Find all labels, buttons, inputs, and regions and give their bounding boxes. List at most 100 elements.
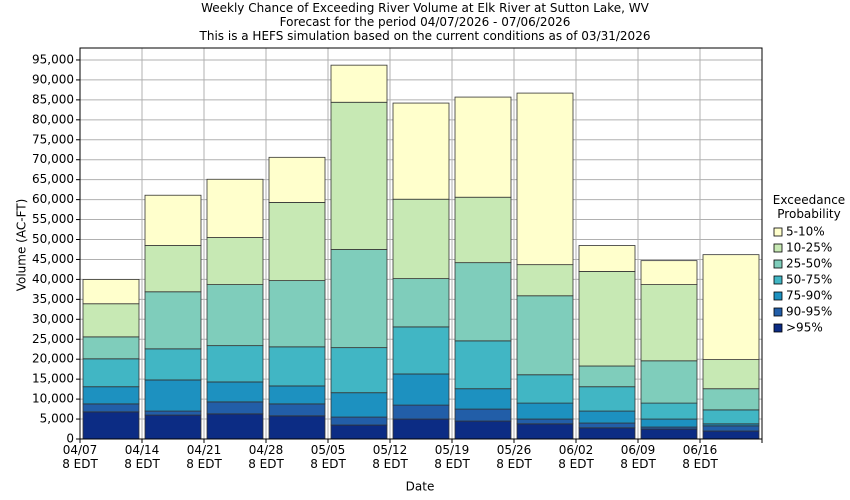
legend-label: 50-75% [786, 273, 832, 287]
plot-frame [79, 47, 763, 440]
x-tick-label: 04/07 8 EDT [62, 443, 98, 471]
bar-segment [144, 410, 202, 416]
x-axis-label: Date [406, 480, 435, 494]
bar-segment [578, 410, 636, 424]
bar-segment [144, 245, 202, 293]
bar-segment [454, 340, 512, 390]
bar-segment [640, 284, 698, 362]
x-tick-label: 05/26 8 EDT [496, 443, 532, 471]
bar-segment [640, 260, 698, 285]
bar-segment [454, 408, 512, 422]
bar-segment [206, 178, 264, 238]
legend-swatch [773, 227, 783, 237]
y-tick-label: 15,000 [32, 372, 74, 386]
bar-segment [392, 278, 450, 328]
y-tick-label: 10,000 [32, 392, 74, 406]
y-tick-label: 55,000 [32, 212, 74, 226]
x-tick-label: 04/21 8 EDT [186, 443, 222, 471]
bar-segment [206, 413, 264, 440]
bar-segment [454, 262, 512, 342]
x-tick-label: 05/12 8 EDT [372, 443, 408, 471]
bar-segment [392, 102, 450, 200]
bar-segment [392, 373, 450, 406]
legend-label: 75-90% [786, 289, 832, 303]
bar-segment [392, 198, 450, 280]
y-tick-label: 95,000 [32, 52, 74, 66]
bar-segment [392, 404, 450, 420]
x-tick-label: 06/16 8 EDT [682, 443, 718, 471]
bar-segment [516, 295, 574, 376]
legend-label: >95% [786, 321, 823, 335]
bar-segment [268, 415, 326, 440]
bar-segment [206, 381, 264, 403]
y-tick-label: 85,000 [32, 92, 74, 106]
bar-segment [330, 101, 388, 250]
bar-segment [578, 271, 636, 367]
legend-swatch [773, 291, 783, 301]
bar-segment [702, 409, 760, 425]
bar-segment [268, 385, 326, 405]
legend-title: Exceedance Probability [772, 193, 846, 221]
chart-subtitle: Forecast for the period 04/07/2026 - 07/… [279, 15, 571, 29]
bar-segment [516, 264, 574, 297]
x-tick-label: 04/28 8 EDT [248, 443, 284, 471]
y-tick-label: 35,000 [32, 292, 74, 306]
bar-segment [144, 414, 202, 440]
bar-segment [144, 194, 202, 246]
bar-segment [702, 430, 760, 440]
chart-title: Weekly Chance of Exceeding River Volume … [201, 1, 649, 15]
legend-swatch [773, 243, 783, 253]
bar-segment [144, 348, 202, 381]
bar-segment [82, 403, 140, 413]
bar-segment [144, 291, 202, 350]
bar-segment [268, 202, 326, 282]
x-tick-label: 06/09 8 EDT [620, 443, 656, 471]
y-tick-label: 0 [66, 432, 74, 446]
bar-segment [268, 346, 326, 387]
bar-segment [82, 358, 140, 388]
bar-segment [578, 386, 636, 412]
bar-segment [330, 416, 388, 426]
bar-segment [268, 156, 326, 203]
bar-segment [516, 374, 574, 404]
bar-segment [82, 411, 140, 440]
bar-segment [330, 392, 388, 418]
bar-segment [82, 303, 140, 338]
bar-segment [640, 418, 698, 428]
legend-swatch [773, 323, 783, 333]
y-tick-label: 40,000 [32, 272, 74, 286]
bar-segment [702, 425, 760, 432]
bar-segment [578, 245, 636, 272]
bar-segment [640, 428, 698, 440]
bar-segment [206, 237, 264, 285]
bar-segment [516, 418, 574, 425]
bar-segment [640, 360, 698, 404]
bar-segment [578, 365, 636, 388]
bar-segment [454, 96, 512, 198]
chart-note: This is a HEFS simulation based on the c… [199, 29, 651, 43]
x-tick-label: 04/14 8 EDT [124, 443, 160, 471]
bar-segment [454, 420, 512, 440]
bar-segment [516, 92, 574, 266]
legend-swatch [773, 307, 783, 317]
bar-segment [702, 359, 760, 390]
y-tick-label: 25,000 [32, 332, 74, 346]
legend-swatch [773, 275, 783, 285]
x-tick-label: 05/05 8 EDT [310, 443, 346, 471]
bar-segment [82, 279, 140, 305]
legend-label: 5-10% [786, 225, 825, 239]
y-tick-label: 60,000 [32, 192, 74, 206]
y-tick-label: 20,000 [32, 352, 74, 366]
y-tick-label: 80,000 [32, 112, 74, 126]
y-tick-label: 70,000 [32, 152, 74, 166]
bar-segment [392, 418, 450, 440]
bar-segment [516, 423, 574, 440]
bar-segment [206, 284, 264, 347]
bar-segment [82, 336, 140, 360]
bar-segment [578, 427, 636, 440]
bar-segment [702, 388, 760, 411]
x-tick-label: 06/02 8 EDT [558, 443, 594, 471]
bar-segment [206, 401, 264, 415]
